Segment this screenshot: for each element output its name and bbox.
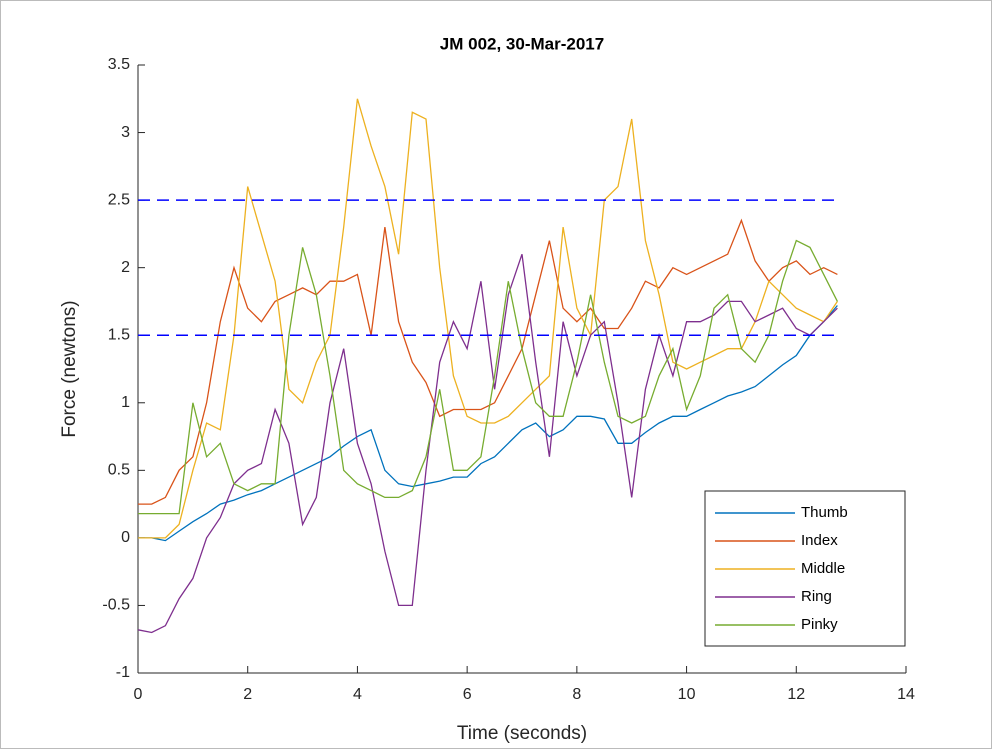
legend: Thumb Index Middle Ring Pinky (704, 490, 906, 647)
y-tick-label: 3.5 (108, 56, 130, 73)
series-line (138, 305, 838, 542)
series-line (138, 218, 838, 505)
legend-label: Ring (801, 588, 832, 605)
series-line (138, 98, 838, 539)
x-tick-label: 2 (243, 686, 252, 703)
series-line (138, 239, 838, 515)
y-tick-label: 1.5 (108, 326, 130, 343)
x-tick-label: 8 (572, 686, 581, 703)
x-tick-label: 0 (134, 686, 143, 703)
y-tick-label: 1 (121, 394, 130, 411)
x-axis-label: Time (seconds) (457, 723, 587, 744)
x-tick-label: 4 (353, 686, 362, 703)
y-tick-label: 0.5 (108, 462, 130, 479)
y-tick-label: 0 (121, 529, 130, 546)
chart-title: JM 002, 30-Mar-2017 (440, 34, 604, 53)
x-tick-label: 12 (787, 686, 805, 703)
x-tick-label: 14 (897, 686, 915, 703)
y-tick-label: -0.5 (102, 597, 130, 614)
legend-label: Middle (801, 560, 845, 577)
y-tick-label: 3 (121, 124, 130, 141)
x-tick-label: 10 (678, 686, 696, 703)
x-tick-label: 6 (463, 686, 472, 703)
y-tick-label: 2.5 (108, 191, 130, 208)
y-tick-label: -1 (116, 664, 130, 681)
y-tick-label: 2 (121, 259, 130, 276)
legend-label: Pinky (801, 616, 838, 633)
legend-label: Index (801, 532, 838, 549)
y-axis-label: Force (newtons) (59, 300, 80, 437)
legend-label: Thumb (801, 504, 848, 521)
